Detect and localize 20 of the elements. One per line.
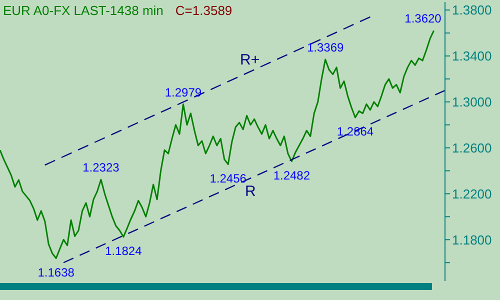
chart-title: EUR A0-FX LAST-1438 min (3, 3, 164, 18)
y-tick-label: 1.1800 (452, 232, 492, 248)
series-label: R (245, 183, 256, 200)
y-tick-label: 1.2600 (452, 140, 492, 156)
data-label: 1.2864 (336, 124, 374, 139)
chart-subtitle: C=1.3589 (175, 3, 232, 18)
y-tick-label: 1.3000 (452, 94, 492, 110)
y-tick-label: 1.2200 (452, 186, 492, 202)
series-label: R+ (240, 52, 260, 69)
data-label: 1.2323 (82, 160, 120, 175)
data-label: 1.1824 (105, 244, 142, 258)
data-label: 1.2979 (164, 85, 202, 100)
data-label: 1.2482 (273, 168, 310, 182)
data-label: 1.3369 (306, 40, 344, 55)
line-series (0, 30, 435, 260)
data-label: 1.3620 (404, 12, 442, 26)
data-label: 1.2456 (210, 171, 247, 186)
data-label: 1.1638 (38, 265, 75, 280)
y-tick-label: 1.3400 (452, 48, 492, 64)
y-tick-label: 1.3800 (452, 2, 492, 18)
